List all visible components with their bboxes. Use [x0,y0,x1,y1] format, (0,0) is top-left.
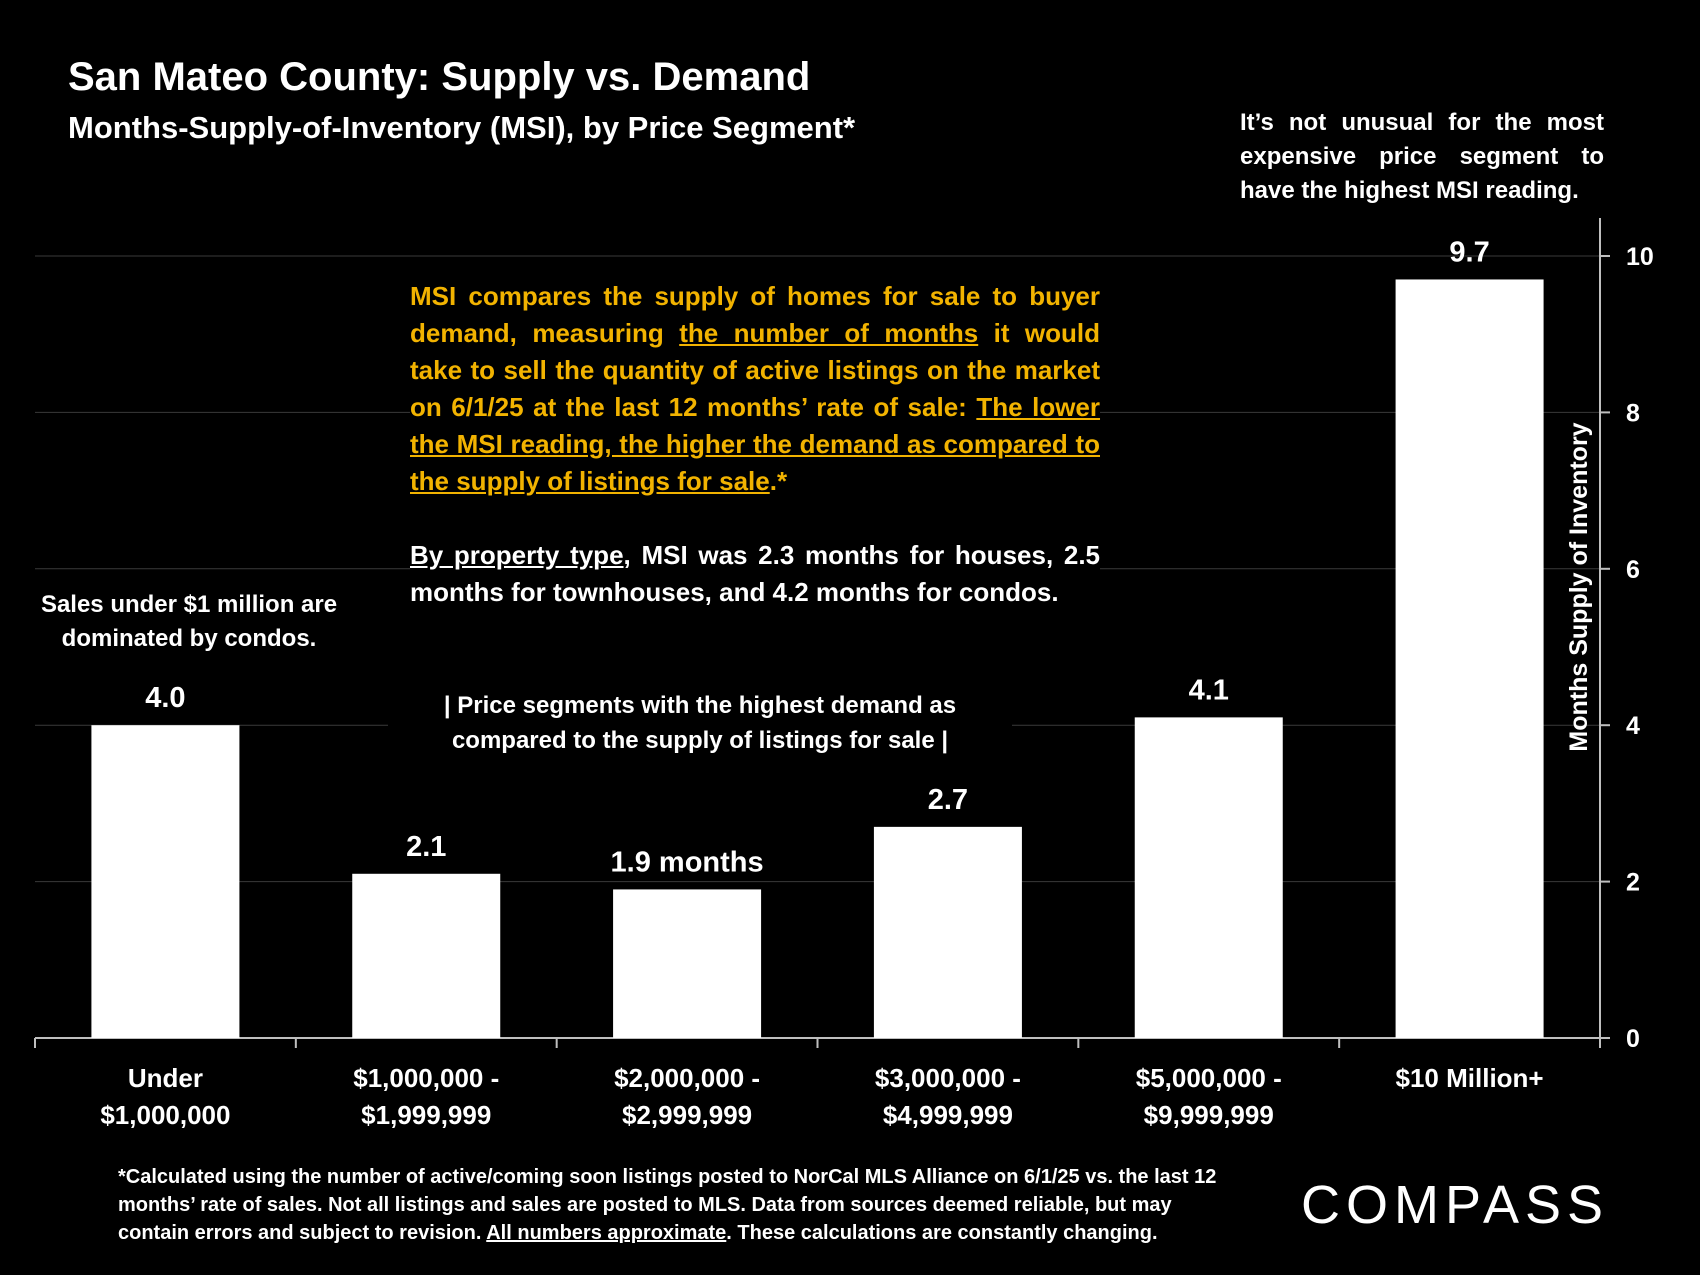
y-tick-label: 10 [1626,243,1654,271]
msi-explanation-box: MSI compares the supply of homes for sal… [410,276,1100,613]
compass-logo-text: COMPASS [1301,1175,1609,1235]
footnote: *Calculated using the number of active/c… [118,1163,1248,1247]
bar [1395,279,1544,1039]
chart-subtitle: Months-Supply-of-Inventory (MSI), by Pri… [68,110,856,145]
category-label: $1,999,999 [361,1100,491,1130]
footnote-underline: All numbers approximate [486,1222,727,1244]
msi-underline-1: the number of months [679,318,979,348]
data-label: 2.7 [928,784,968,816]
data-label: 2.1 [406,831,446,863]
category-label: $2,000,000 - [614,1063,760,1093]
msi-text-3: .* [769,466,788,496]
property-type-note: By property type, MSI was 2.3 months for… [410,537,1100,611]
compass-logo: COMPASS [1301,1175,1609,1235]
category-label: $10 Million+ [1396,1063,1544,1093]
category-label: $3,000,000 - [875,1063,1021,1093]
data-label: 4.1 [1189,674,1229,706]
category-label: $5,000,000 - [1136,1063,1282,1093]
bar [91,725,240,1038]
msi-explanation: MSI compares the supply of homes for sal… [410,278,1100,500]
bar [1134,717,1283,1038]
category-label: $1,000,000 [100,1100,230,1130]
y-tick-label: 2 [1626,869,1640,897]
category-label: Under [128,1063,203,1093]
footnote-text-2: . These calculations are constantly chan… [726,1222,1158,1244]
property-underline: By property type [410,540,624,570]
footnote-text-1: *Calculated using the number of active/c… [118,1166,1217,1244]
annotation-left: Sales under $1 million are dominated by … [40,591,338,652]
y-tick-label: 0 [1626,1025,1640,1053]
y-tick-label: 4 [1626,712,1640,740]
y-tick-label: 8 [1626,399,1640,427]
property-rest: , MSI was 2.3 months for houses, 2.5 mon… [410,540,1100,607]
msi-text-2: it would take to sell the quantity of ac… [410,318,1101,422]
category-label: $2,999,999 [622,1100,752,1130]
bar [352,873,501,1038]
data-label: 4.0 [145,682,185,714]
y-axis-label: Months Supply of Inventory [1565,422,1593,751]
bar [613,889,762,1038]
y-tick-label: 6 [1626,556,1640,584]
bar [873,826,1022,1038]
category-label: $1,000,000 - [353,1063,499,1093]
category-label: $4,999,999 [883,1100,1013,1130]
chart-title: San Mateo County: Supply vs. Demand [68,55,811,99]
data-label: 9.7 [1449,236,1489,268]
msi-text-1: MSI compares the supply of homes for sal… [410,281,1100,348]
highlight-annotation: | Price segments with the highest demand… [388,686,1012,760]
msi-underline-2: The lower the MSI reading, the higher th… [410,392,1101,496]
data-label: 1.9 months [611,846,764,878]
annotation-top-right: It’s not unusual for the most expensive … [1240,109,1604,204]
category-label: $9,999,999 [1144,1100,1274,1130]
